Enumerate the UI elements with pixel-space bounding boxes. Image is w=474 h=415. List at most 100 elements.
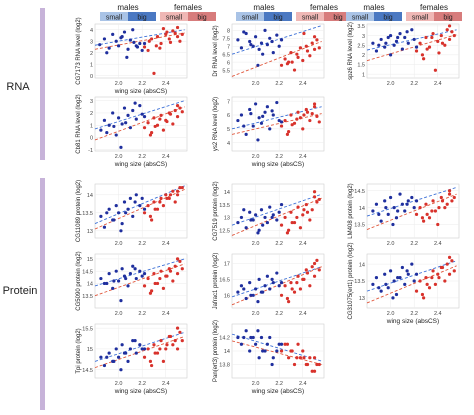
female-point <box>304 202 308 207</box>
x-tick-label: 2.4 <box>434 81 442 87</box>
female-point <box>301 349 305 353</box>
legend-females-big-label-3: big <box>443 15 452 22</box>
legend-females-title-3: females <box>420 3 448 12</box>
legend-males-big-label: big <box>137 15 146 22</box>
female-point <box>159 41 163 46</box>
female-point <box>298 287 303 291</box>
female-point <box>301 58 305 63</box>
female-point <box>150 363 154 368</box>
x-tick-label: 2.4 <box>434 241 442 247</box>
x-tick-label: 2.2 <box>275 381 283 387</box>
male-point <box>107 207 111 211</box>
male-point <box>114 204 118 208</box>
male-point <box>99 355 103 359</box>
male-point <box>239 342 244 346</box>
male-point <box>105 355 109 359</box>
y-tick-label: 2 <box>362 53 365 59</box>
female-point <box>290 220 294 225</box>
y-tick-label: 14 <box>87 282 93 288</box>
male-point <box>265 342 269 346</box>
male-point <box>414 45 419 49</box>
y-tick-label: 7 <box>227 99 230 105</box>
male-point <box>257 47 261 52</box>
female-point <box>175 326 180 330</box>
female-point <box>447 24 452 28</box>
female-point <box>175 193 180 197</box>
male-point <box>377 286 381 290</box>
x-tick-label: 2.4 <box>162 241 170 247</box>
female-point <box>431 199 435 203</box>
male-point <box>134 276 138 281</box>
male-point <box>398 276 402 280</box>
male-fit-line <box>366 186 457 217</box>
female-point <box>304 44 308 48</box>
male-point <box>263 349 267 353</box>
female-point <box>178 259 182 263</box>
male-point <box>256 329 260 333</box>
male-point <box>116 355 121 359</box>
female-point <box>452 195 456 200</box>
legend-swatch-females-small-2 <box>296 12 324 21</box>
male-point <box>374 49 379 53</box>
female-point <box>430 209 434 213</box>
male-point <box>265 220 269 225</box>
female-point <box>447 189 452 193</box>
y-tick-label: 14 <box>359 262 365 268</box>
legend-swatch-males-small <box>100 12 128 21</box>
y-tick-label: 2 <box>90 111 93 117</box>
y-tick-label: 6 <box>227 60 230 66</box>
male-point <box>251 218 255 222</box>
female-point <box>436 222 440 227</box>
y-axis-label: CG5090 protein (log2) <box>76 251 82 310</box>
male-point <box>414 272 419 276</box>
female-point <box>305 210 310 214</box>
male-point <box>394 292 399 297</box>
y-tick-label: 1 <box>90 123 93 129</box>
female-point <box>161 26 166 31</box>
female-point <box>433 209 438 213</box>
female-point <box>146 121 150 125</box>
x-tick-label: 2.2 <box>275 154 283 160</box>
y-tick-label: 14.2 <box>219 336 230 342</box>
male-point <box>257 116 261 120</box>
legend-males-title-3: males <box>363 3 384 12</box>
male-point <box>388 53 393 57</box>
x-axis-label: wing size (absCS) <box>251 161 304 168</box>
legend-females-title-2: females <box>310 3 338 12</box>
female-point <box>452 33 456 38</box>
female-point <box>433 68 438 72</box>
female-point <box>290 349 294 353</box>
legend-females-big-label-2: big <box>333 15 342 22</box>
male-point <box>249 293 253 297</box>
male-point <box>242 287 246 291</box>
female-point <box>159 339 163 343</box>
female-point <box>317 197 321 202</box>
female-point <box>312 35 317 39</box>
male-point <box>133 339 137 343</box>
female-point <box>450 259 454 263</box>
female-point <box>447 272 452 276</box>
male-point <box>400 47 404 51</box>
panel-12-plot-area <box>94 323 188 379</box>
y-tick-label: 8 <box>227 29 230 35</box>
female-point <box>425 47 429 51</box>
male-point <box>279 202 284 207</box>
male-point <box>265 105 269 109</box>
male-point <box>126 359 130 363</box>
male-point <box>140 112 144 116</box>
legend-females-title: females <box>174 3 202 12</box>
y-tick-label: 13.5 <box>82 294 93 300</box>
female-point <box>296 55 300 59</box>
female-point <box>165 30 169 34</box>
y-tick-label: 7.5 <box>222 36 230 42</box>
male-point <box>410 28 414 32</box>
male-point <box>112 359 116 363</box>
male-point <box>403 209 407 213</box>
male-point <box>107 351 111 355</box>
male-point <box>396 35 400 40</box>
male-point <box>239 113 244 117</box>
female-point <box>283 215 287 220</box>
